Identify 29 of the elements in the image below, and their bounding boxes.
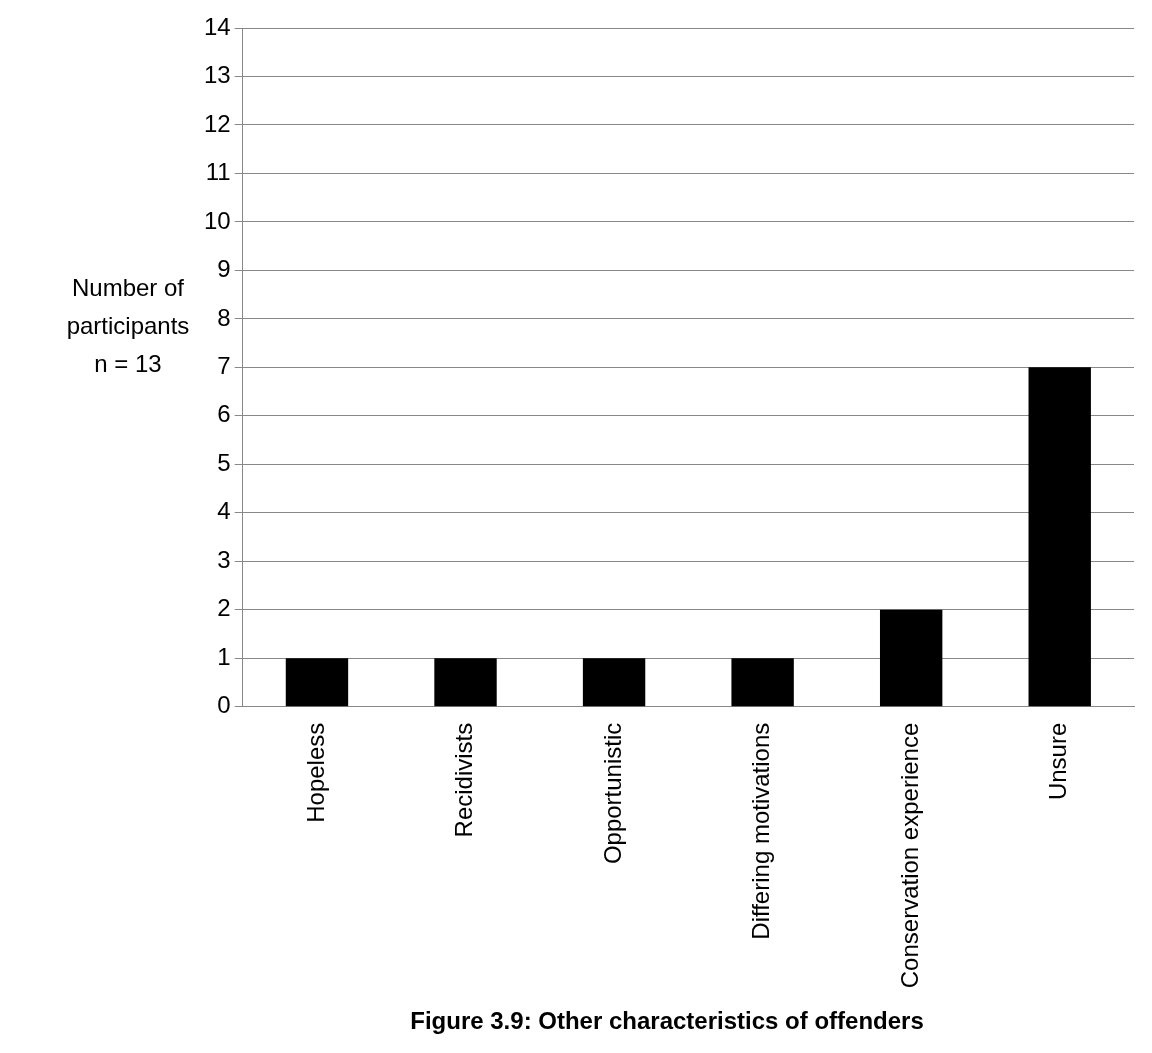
x-tick-label: Recidivists (450, 722, 478, 838)
y-tick-label: 14 (203, 12, 231, 40)
y-tick-label: 1 (217, 642, 231, 670)
y-tick-label: 2 (217, 594, 231, 622)
y-tick-label: 3 (217, 545, 231, 573)
x-tick-label: Unsure (1044, 722, 1072, 801)
text: Figure 3.9: Other characteristics of offenders (410, 1007, 924, 1035)
y-tick-label: 8 (217, 303, 231, 331)
bar (731, 658, 794, 707)
bar (879, 609, 943, 707)
x-tick-label: Opportunistic (598, 722, 626, 865)
y-tick-label: 9 (217, 255, 231, 283)
y-tick-label: 6 (217, 400, 231, 428)
y-tick-label: 7 (217, 351, 231, 379)
y-tick-label: 4 (217, 497, 231, 525)
x-tick-label: Conservation experience (895, 722, 923, 989)
y-tick-label: 11 (205, 158, 231, 186)
y-tick-label: 12 (203, 109, 231, 137)
y-axis-title: Number of participants n = 13 (66, 273, 190, 377)
bar (434, 658, 497, 707)
x-tick-label: Differing motivations (747, 722, 775, 940)
bar (285, 658, 349, 707)
y-tick-label: 10 (203, 206, 231, 234)
bar (1028, 367, 1091, 707)
y-tick-label: 5 (217, 448, 231, 476)
x-tick-label: Hopeless (301, 722, 329, 823)
y-tick-label: 0 (217, 691, 231, 719)
bar (582, 658, 646, 707)
y-tick-label: 13 (203, 61, 231, 89)
